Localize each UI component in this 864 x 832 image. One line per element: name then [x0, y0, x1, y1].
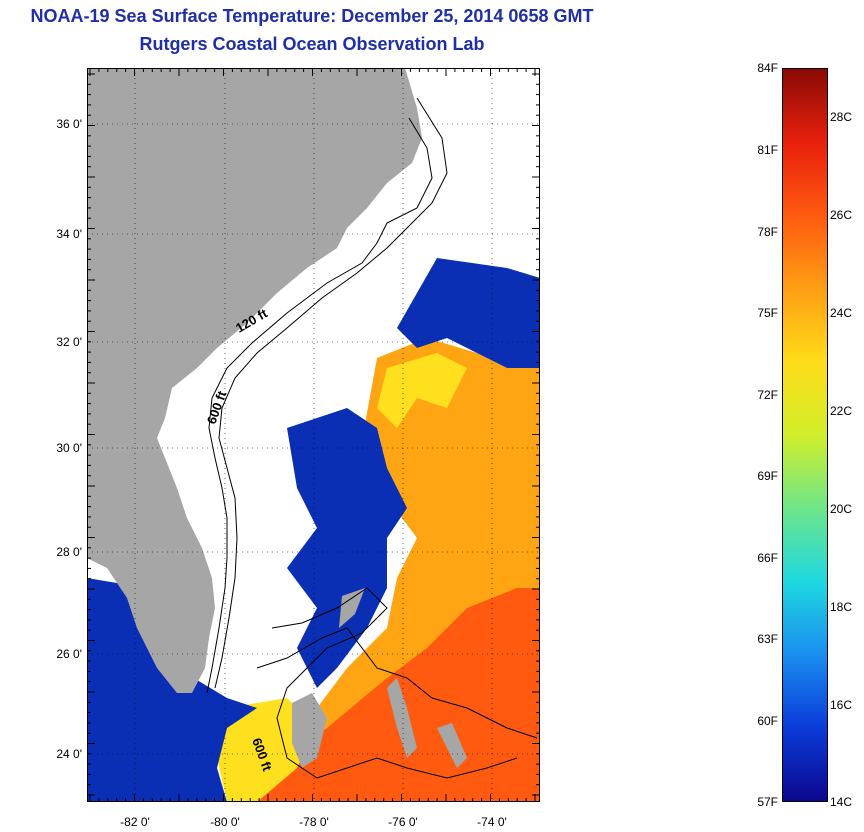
colorbar-label-75f: 75F — [757, 306, 778, 320]
colorbar-label-22c: 22C — [830, 404, 853, 418]
lat-label-32: 32 0' — [56, 335, 82, 349]
land-bahamas-andros — [292, 693, 327, 768]
colorbar-label-81f: 81F — [757, 143, 778, 157]
map-subtitle: Rutgers Coastal Ocean Observation Lab — [139, 34, 485, 54]
land-bahamas-abaco — [339, 588, 365, 628]
land-bahamas-exuma — [437, 723, 467, 768]
colorbar-label-78f: 78F — [757, 225, 778, 239]
colorbar-label-63f: 63F — [757, 632, 778, 646]
sst-map: 120 ft 600 ft 600 ft — [87, 68, 540, 802]
lat-label-30: 30 0' — [56, 441, 82, 455]
sst-cool-east — [397, 258, 540, 368]
contour-600ft — [214, 97, 448, 689]
colorbar-label-84f: 84F — [757, 61, 778, 75]
lat-label-34: 34 0' — [56, 227, 82, 241]
graticule — [87, 68, 540, 802]
sst-cool-central — [287, 408, 407, 688]
lon-label-74: -74 0' — [477, 815, 507, 829]
lon-label-78: -78 0' — [299, 815, 329, 829]
colorbar-label-28c: 28C — [830, 110, 853, 124]
colorbar-label-69f: 69F — [757, 469, 778, 483]
colorbar-label-14c: 14C — [830, 795, 853, 809]
lat-label-24: 24 0' — [56, 747, 82, 761]
lat-label-26: 26 0' — [56, 647, 82, 661]
map-ticks — [87, 68, 540, 802]
land-bahamas-eleuthera — [387, 678, 417, 758]
land-southeast-us — [87, 68, 422, 693]
lon-label-76: -76 0' — [388, 815, 418, 829]
colorbar-label-20c: 20C — [830, 502, 853, 516]
colorbar-label-16c: 16C — [830, 698, 853, 712]
temperature-colorbar — [782, 68, 828, 802]
colorbar-label-66f: 66F — [757, 551, 778, 565]
colorbar-label-72f: 72F — [757, 388, 778, 402]
map-title: NOAA-19 Sea Surface Temperature: Decembe… — [30, 6, 594, 26]
colorbar-label-24c: 24C — [830, 306, 853, 320]
colorbar-label-60f: 60F — [757, 714, 778, 728]
contour-bahamas — [271, 587, 518, 779]
sst-cool-southwest — [87, 578, 257, 802]
colorbar-label-18c: 18C — [830, 600, 853, 614]
sst-yellow-region — [377, 353, 467, 428]
lat-label-36: 36 0' — [56, 117, 82, 131]
contour-bahamas-2 — [256, 627, 538, 739]
colorbar-label-57f: 57F — [757, 795, 778, 809]
lon-label-82: -82 0' — [120, 815, 150, 829]
colorbar-label-26c: 26C — [830, 208, 853, 222]
contour-120ft — [206, 117, 433, 694]
lon-label-80: -80 0' — [210, 815, 240, 829]
lat-label-28: 28 0' — [56, 545, 82, 559]
